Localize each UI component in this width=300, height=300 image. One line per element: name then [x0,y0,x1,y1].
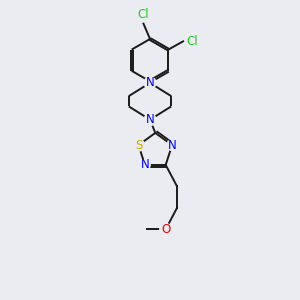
Circle shape [144,77,156,89]
Circle shape [144,114,156,126]
Text: Cl: Cl [138,8,149,21]
Circle shape [133,139,144,151]
Text: N: N [140,158,149,171]
Text: Cl: Cl [187,35,198,48]
Text: O: O [161,223,170,236]
Circle shape [140,160,150,170]
Text: N: N [146,76,154,89]
Text: N: N [146,113,154,126]
Circle shape [160,224,172,235]
Text: N: N [168,139,176,152]
Text: S: S [135,139,142,152]
Circle shape [167,140,177,150]
